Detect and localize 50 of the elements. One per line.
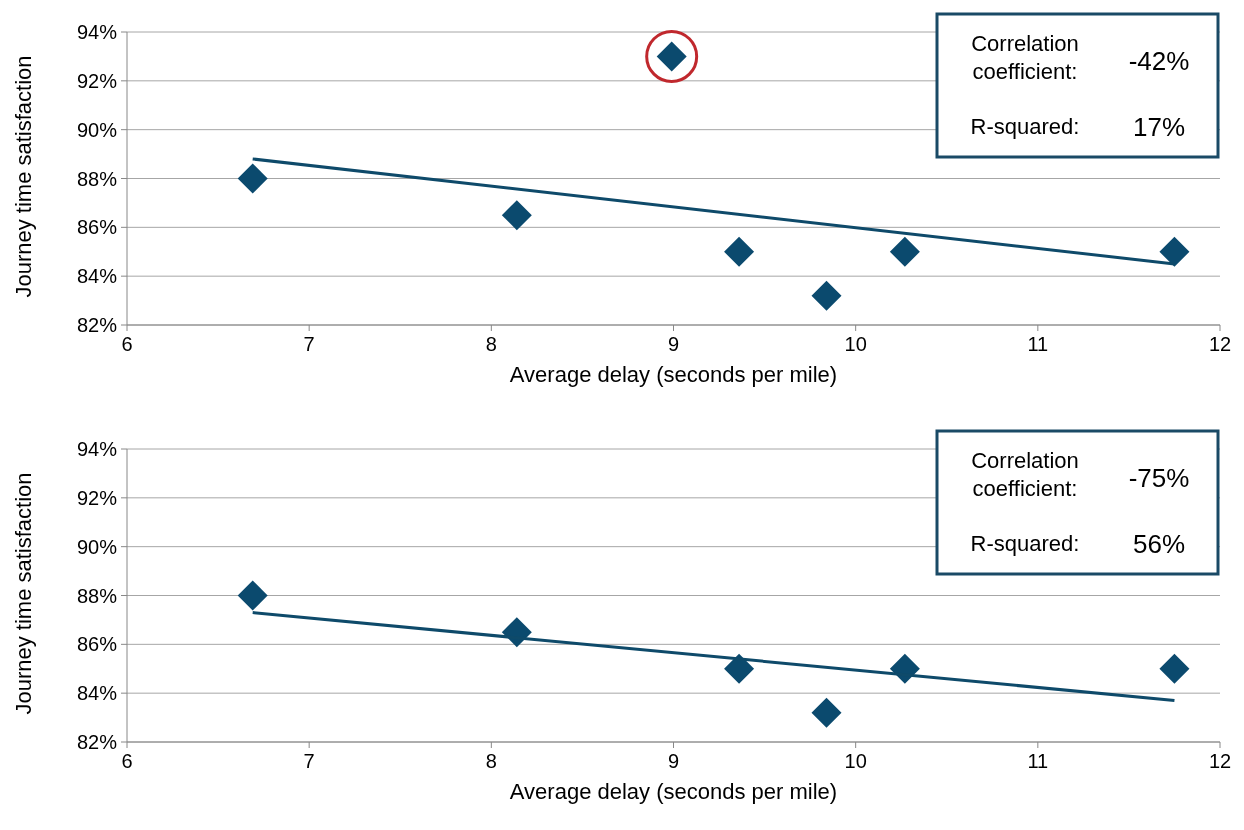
- x-tick-label: 10: [844, 750, 867, 772]
- y-tick-label: 84%: [76, 265, 118, 288]
- y-tick-label: 90%: [76, 118, 118, 141]
- x-axis-title: Average delay (seconds per mile): [509, 779, 838, 804]
- annotation: -75%: [1128, 463, 1190, 493]
- y-tick-label: 90%: [76, 535, 118, 558]
- annotation: R-squared:: [970, 114, 1080, 139]
- x-tick-label: 9: [667, 333, 680, 355]
- x-tick-label: 9: [667, 750, 680, 772]
- x-tick-label: 7: [303, 750, 315, 772]
- point: [237, 163, 268, 194]
- point: [1159, 236, 1190, 267]
- x-tick-label: 8: [485, 333, 497, 355]
- x-tick-label: 11: [1027, 333, 1049, 355]
- y-tick-label: 84%: [76, 682, 118, 705]
- y-axis-title: Journey time satisfaction: [11, 55, 36, 298]
- y-tick-label: 86%: [76, 216, 118, 239]
- annotation: Correlation coefficient:: [971, 448, 1079, 501]
- x-tick-label: 11: [1027, 750, 1049, 772]
- point: [724, 653, 755, 684]
- annotation: R-squared:: [970, 531, 1080, 556]
- point: [889, 236, 920, 267]
- y-axis-title: Journey time satisfaction: [11, 472, 36, 715]
- y-tick-label: 92%: [76, 486, 118, 509]
- annotation: 56%: [1132, 529, 1186, 559]
- point: [811, 280, 842, 311]
- x-tick-label: 12: [1208, 333, 1232, 355]
- y-tick-label: 82%: [76, 731, 118, 753]
- x-tick-label: 7: [303, 333, 315, 355]
- x-tick-label: 6: [121, 750, 133, 772]
- y-tick-label: 86%: [76, 633, 118, 656]
- y-tick-label: 94%: [76, 438, 118, 460]
- x-tick-label: 12: [1208, 750, 1232, 772]
- point: [237, 580, 268, 611]
- point: [811, 697, 842, 728]
- annotation: 17%: [1132, 112, 1186, 142]
- point: [724, 236, 755, 267]
- x-tick-label: 10: [844, 333, 867, 355]
- x-tick-label: 8: [485, 750, 497, 772]
- y-tick-label: 94%: [76, 21, 118, 43]
- x-tick-label: 6: [121, 333, 133, 355]
- annotation: Correlation coefficient:: [971, 31, 1079, 84]
- annotation: -42%: [1128, 46, 1190, 76]
- x-axis-title: Average delay (seconds per mile): [509, 362, 838, 387]
- point: [501, 200, 532, 231]
- y-tick-label: 92%: [76, 69, 118, 92]
- point: [1159, 653, 1190, 684]
- y-tick-label: 88%: [76, 584, 118, 607]
- y-tick-label: 82%: [76, 314, 118, 336]
- y-tick-label: 88%: [76, 167, 118, 190]
